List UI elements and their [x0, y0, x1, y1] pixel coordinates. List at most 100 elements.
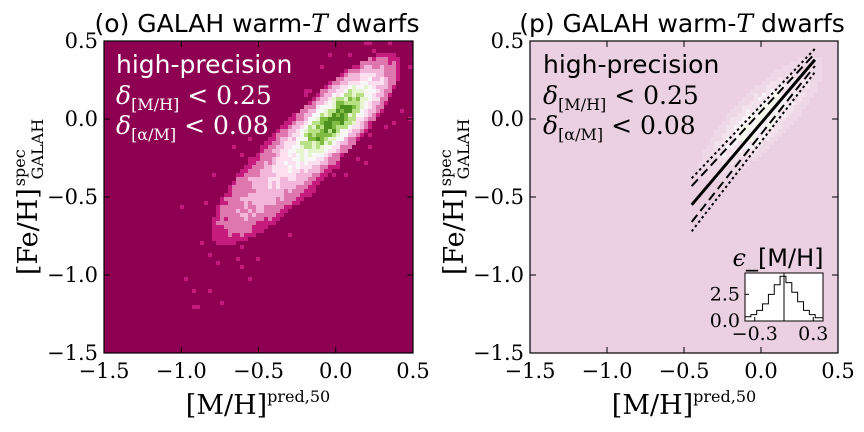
- density-cell: [244, 181, 248, 185]
- density-cell: [368, 101, 372, 105]
- density-cell: [276, 141, 280, 145]
- density-cell: [364, 65, 368, 69]
- density-cell: [292, 181, 296, 185]
- density-cell: [320, 177, 324, 181]
- density-cell: [276, 181, 280, 185]
- density-cell: [244, 217, 248, 221]
- density-cell: [232, 205, 236, 209]
- density-cell: [308, 153, 312, 157]
- density-cell: [284, 141, 288, 145]
- density-cell: [392, 61, 396, 65]
- density-cell: [276, 149, 280, 153]
- density-cell: [718, 133, 722, 137]
- density-cell: [762, 89, 766, 93]
- density-cell: [228, 205, 232, 209]
- density-cell: [758, 85, 762, 89]
- density-cell: [268, 149, 272, 153]
- density-cell: [392, 69, 396, 73]
- density-cell: [252, 189, 256, 193]
- density-cell: [794, 89, 798, 93]
- density-cell: [332, 153, 336, 157]
- density-cell: [336, 89, 340, 93]
- density-cell: [742, 149, 746, 153]
- density-cell: [360, 61, 364, 65]
- density-cell: [742, 137, 746, 141]
- density-cell: [304, 93, 308, 97]
- density-cell: [260, 169, 264, 173]
- density-cell: [356, 125, 360, 129]
- density-cell: [774, 113, 778, 117]
- density-cell: [726, 121, 730, 125]
- density-cell: [698, 165, 702, 169]
- density-cell: [814, 73, 818, 77]
- density-cell: [304, 109, 308, 113]
- density-cell: [268, 193, 272, 197]
- density-cell: [766, 77, 770, 81]
- density-cell: [276, 189, 280, 193]
- density-cell: [364, 105, 368, 109]
- density-cell: [272, 145, 276, 149]
- density-cell: [316, 117, 320, 121]
- density-cell: [376, 65, 380, 69]
- density-cell: [380, 97, 384, 101]
- density-cell: [212, 221, 216, 225]
- density-cell: [240, 221, 244, 225]
- density-cell: [296, 121, 300, 125]
- density-cell: [272, 165, 276, 169]
- density-cell: [280, 185, 284, 189]
- density-cell: [312, 177, 316, 181]
- density-cell: [770, 77, 774, 81]
- density-cell: [718, 157, 722, 161]
- density-cell: [782, 109, 786, 113]
- annotation-mh-cut: δ[M/H] < 0.25: [116, 81, 272, 114]
- density-cell: [798, 101, 802, 105]
- density-cell: [256, 213, 260, 217]
- density-cell: [392, 57, 396, 61]
- density-cell: [786, 69, 790, 73]
- density-cell: [248, 185, 252, 189]
- density-cell: [232, 233, 236, 237]
- density-cell: [368, 61, 372, 65]
- x-tick-label: −1.0: [582, 359, 633, 383]
- density-cell: [782, 105, 786, 109]
- density-cell: [284, 161, 288, 165]
- density-cell: [340, 97, 344, 101]
- density-cell: [758, 125, 762, 129]
- annotation-alpham-cut: δ[α/M] < 0.08: [116, 111, 269, 144]
- density-cell: [304, 117, 308, 121]
- density-cell: [364, 129, 368, 133]
- density-cell: [798, 57, 802, 61]
- density-cell: [352, 73, 356, 77]
- density-cell: [264, 165, 268, 169]
- density-cell: [236, 185, 240, 189]
- density-cell: [248, 213, 252, 217]
- density-cell: [216, 213, 220, 217]
- density-cell: [236, 229, 240, 233]
- density-cell: [272, 209, 276, 213]
- density-cell: [304, 145, 308, 149]
- density-cell: [360, 117, 364, 121]
- density-cell: [710, 137, 714, 141]
- density-cell: [380, 81, 384, 85]
- density-cell: [220, 229, 224, 233]
- density-cell: [786, 77, 790, 81]
- density-cell: [778, 93, 782, 97]
- density-cell: [778, 117, 782, 121]
- density-cell: [276, 213, 280, 217]
- density-cell: [746, 121, 750, 125]
- density-cell: [758, 93, 762, 97]
- density-cell: [698, 161, 702, 165]
- density-cell: [794, 101, 798, 105]
- density-cell: [340, 105, 344, 109]
- density-cell: [252, 169, 256, 173]
- density-cell: [240, 189, 244, 193]
- x-axis-label-left: [M/H]pred,50: [186, 387, 330, 421]
- density-cell: [344, 121, 348, 125]
- density-cell: [244, 165, 248, 169]
- density-cell: [332, 93, 336, 97]
- density-cell: [344, 105, 348, 109]
- density-cell: [292, 169, 296, 173]
- density-cell: [754, 97, 758, 101]
- density-cell: [388, 81, 392, 85]
- density-cell: [268, 165, 272, 169]
